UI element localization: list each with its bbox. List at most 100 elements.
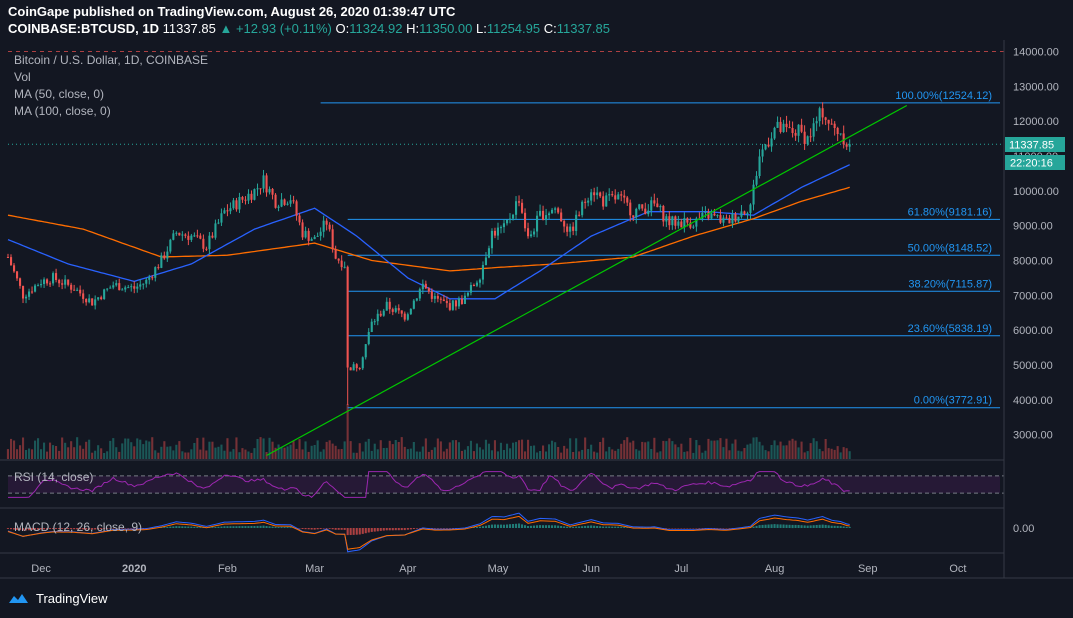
time-tick-label: Sep	[858, 563, 878, 575]
volume-bar	[496, 451, 499, 459]
macd-line	[7, 512, 850, 553]
volume-bar	[818, 448, 821, 459]
macd-histogram-bar	[698, 528, 701, 529]
macd-histogram-bar	[352, 528, 355, 535]
volume-bar	[232, 449, 235, 459]
volume-bar	[457, 442, 460, 459]
macd-histogram-bar	[232, 526, 235, 528]
volume-bar	[91, 452, 94, 459]
macd-histogram-bar	[481, 526, 484, 528]
volume-bar	[262, 438, 265, 459]
candle-body	[502, 223, 505, 228]
candle-body	[770, 138, 773, 147]
candle-body	[599, 192, 602, 197]
volume-bar	[581, 449, 584, 459]
candle-body	[340, 260, 343, 268]
macd-histogram-bar	[542, 525, 545, 528]
macd-histogram-bar	[310, 528, 313, 530]
tradingview-brand[interactable]: TradingView	[8, 591, 108, 606]
macd-histogram-bar	[130, 528, 133, 529]
macd-histogram-bar	[512, 524, 515, 528]
volume-bar	[821, 451, 824, 459]
price-tick-label: 13000.00	[1013, 81, 1059, 93]
volume-bar	[211, 441, 214, 459]
macd-histogram-bar	[515, 523, 518, 528]
volume-bar	[557, 447, 560, 459]
candle-body	[539, 210, 542, 216]
volume-bar	[82, 448, 85, 459]
fibonacci-levels[interactable]: 100.00%(12524.12) 61.80%(9181.16) 50.00%(8…	[320, 90, 1000, 409]
candle-body	[686, 218, 689, 223]
macd-histogram-bar	[214, 526, 217, 528]
macd-histogram-bar	[752, 526, 755, 528]
macd-histogram-bar	[809, 525, 812, 528]
candle-body	[124, 287, 127, 290]
candle-body	[626, 197, 629, 203]
legend-rsi: RSI (14, close)	[14, 470, 93, 484]
candle-body	[638, 204, 641, 209]
volume-bar	[34, 440, 37, 459]
volume-bar	[430, 449, 433, 459]
candle-body	[704, 212, 707, 213]
macd-histogram-bar	[800, 525, 803, 528]
volume-bar	[764, 450, 767, 459]
volume-bar	[46, 451, 49, 459]
volume-bar	[76, 437, 79, 459]
macd-histogram-bar	[67, 528, 70, 530]
volume-bar	[49, 442, 52, 459]
publisher-line: CoinGape published on TradingView.com, A…	[8, 4, 456, 19]
volume-bar	[611, 449, 614, 459]
macd-histogram-bar	[46, 528, 49, 530]
macd-histogram-bar	[451, 528, 454, 529]
candle-body	[22, 285, 25, 299]
volume-bar	[409, 448, 412, 459]
macd-histogram-bar	[208, 527, 211, 528]
macd-histogram-bar	[776, 524, 779, 528]
volume-bar	[205, 450, 208, 459]
volume-bar	[418, 451, 421, 459]
candle-body	[43, 279, 46, 284]
macd-histogram-bar	[184, 526, 187, 528]
candle-body	[67, 279, 70, 285]
volume-bar	[349, 441, 352, 459]
candle-body	[316, 235, 319, 237]
macd-histogram-bar	[64, 528, 67, 530]
volume-bar	[686, 451, 689, 459]
volume-bar	[97, 445, 100, 459]
macd-histogram-bar	[10, 528, 13, 530]
candle-body	[79, 289, 82, 294]
candle-body	[788, 127, 791, 129]
macd-histogram-bar	[839, 526, 842, 528]
candle-body	[499, 227, 502, 229]
candle-body	[521, 202, 524, 213]
candle-body	[307, 230, 310, 241]
volume-bar	[271, 441, 274, 459]
volume-bar	[202, 437, 205, 459]
macd-histogram-bar	[226, 526, 229, 528]
candle-body	[253, 189, 256, 200]
volume-bar	[226, 438, 229, 459]
candle-body	[656, 203, 659, 208]
volume-bar	[575, 438, 578, 459]
candle-body	[385, 301, 388, 311]
volume-bar	[397, 442, 400, 459]
candle-body	[187, 235, 190, 240]
candle-body	[674, 216, 677, 226]
volume-bar	[506, 443, 509, 459]
macd-histogram-bar	[169, 526, 172, 528]
volume-bar	[734, 439, 737, 459]
macd-histogram-bar	[773, 524, 776, 528]
macd-histogram-bar	[472, 527, 475, 528]
macd-histogram-bar	[764, 524, 767, 528]
macd-histogram-bar	[439, 528, 442, 529]
volume-bar	[650, 449, 653, 459]
volume-bar	[803, 452, 806, 459]
volume-bar	[533, 445, 536, 459]
volume-bar	[115, 447, 118, 459]
volume-bar	[352, 452, 355, 459]
trendline[interactable]	[266, 104, 908, 457]
grid	[0, 50, 1004, 554]
candle-body	[103, 289, 106, 299]
macd-histogram-bar	[268, 526, 271, 528]
